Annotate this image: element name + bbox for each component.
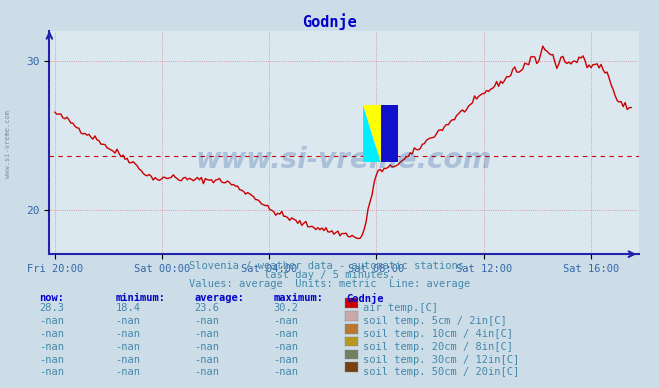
Text: www.si-vreme.com: www.si-vreme.com [5,109,11,178]
Text: -nan: -nan [273,367,299,378]
Text: -nan: -nan [194,316,219,326]
Text: Godnje: Godnje [346,293,384,304]
Text: -nan: -nan [40,316,65,326]
Text: Slovenia / weather data - automatic stations.: Slovenia / weather data - automatic stat… [189,261,470,271]
Text: maximum:: maximum: [273,293,324,303]
Text: -nan: -nan [40,367,65,378]
Text: -nan: -nan [273,316,299,326]
Text: -nan: -nan [115,316,140,326]
Text: minimum:: minimum: [115,293,165,303]
Text: -nan: -nan [194,342,219,352]
Text: 23.6: 23.6 [194,303,219,314]
Text: -nan: -nan [115,329,140,339]
Text: -nan: -nan [115,367,140,378]
Text: Values: average  Units: metric  Line: average: Values: average Units: metric Line: aver… [189,279,470,289]
Polygon shape [363,106,380,162]
Text: 28.3: 28.3 [40,303,65,314]
Text: -nan: -nan [273,329,299,339]
Text: soil temp. 30cm / 12in[C]: soil temp. 30cm / 12in[C] [363,355,519,365]
Text: -nan: -nan [40,342,65,352]
Text: soil temp. 10cm / 4in[C]: soil temp. 10cm / 4in[C] [363,329,513,339]
Text: www.si-vreme.com: www.si-vreme.com [196,146,492,175]
Text: Godnje: Godnje [302,13,357,30]
Text: soil temp. 20cm / 8in[C]: soil temp. 20cm / 8in[C] [363,342,513,352]
Text: -nan: -nan [194,329,219,339]
Text: air temp.[C]: air temp.[C] [363,303,438,314]
Text: -nan: -nan [40,355,65,365]
Text: -nan: -nan [115,342,140,352]
Text: -nan: -nan [273,342,299,352]
Text: last day / 5 minutes.: last day / 5 minutes. [264,270,395,280]
Text: -nan: -nan [273,355,299,365]
Text: soil temp. 5cm / 2in[C]: soil temp. 5cm / 2in[C] [363,316,507,326]
Text: 30.2: 30.2 [273,303,299,314]
Text: -nan: -nan [194,367,219,378]
Text: -nan: -nan [115,355,140,365]
Text: now:: now: [40,293,65,303]
Text: 18.4: 18.4 [115,303,140,314]
Bar [380,106,398,162]
Text: average:: average: [194,293,244,303]
Text: soil temp. 50cm / 20in[C]: soil temp. 50cm / 20in[C] [363,367,519,378]
Text: -nan: -nan [40,329,65,339]
Polygon shape [363,106,380,162]
Text: -nan: -nan [194,355,219,365]
